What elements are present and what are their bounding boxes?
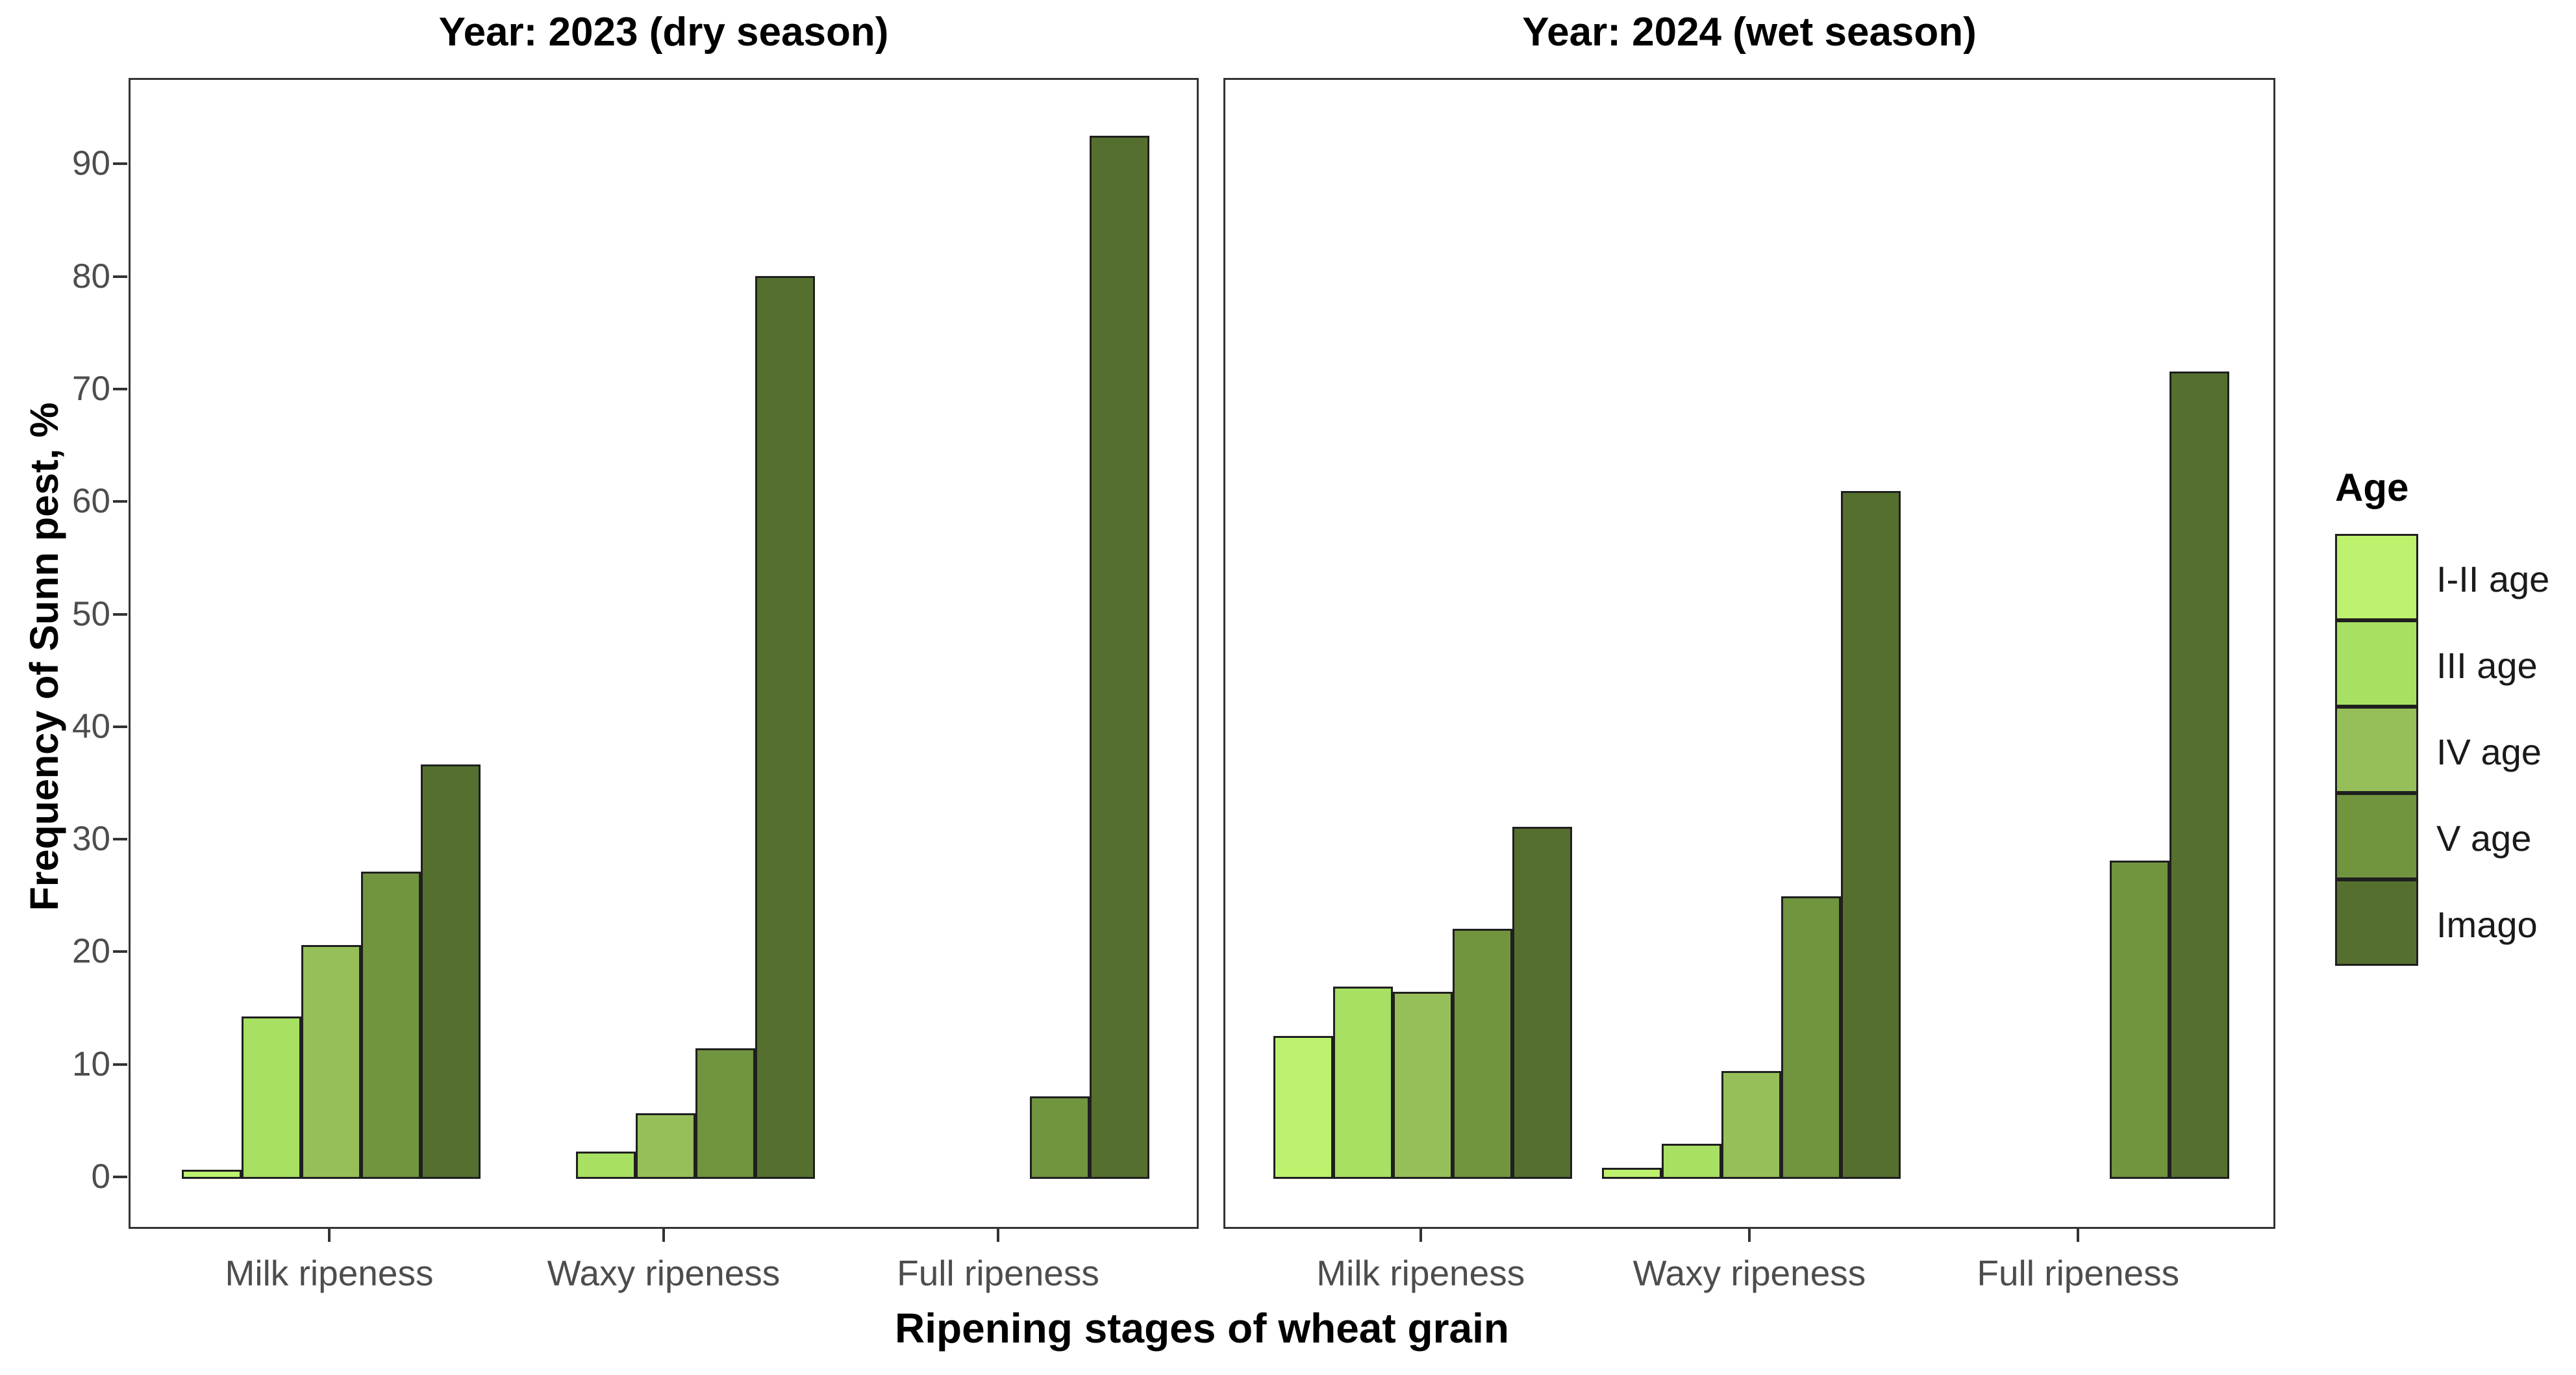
x-category-label-0-waxy-ripeness: Waxy ripeness [547,1253,781,1293]
bar-2023-full-ripeness-v-age [1030,1096,1090,1179]
legend-label-i-ii-age: I-II age [2436,559,2550,599]
bar-2023-waxy-ripeness-imago [755,276,815,1179]
legend-items: I-II age III age IV age V age Imago [2335,534,2575,968]
y-tick-mark-30 [113,838,127,841]
y-tick-label-40: 40 [72,707,110,746]
bar-2023-waxy-ripeness-v-age [695,1048,755,1179]
bar-2023-waxy-ripeness-iii-age [576,1152,636,1179]
legend-item-imago: Imago [2335,879,2575,968]
x-tick-mark-0-full-ripeness [997,1229,999,1242]
y-tick-mark-40 [113,725,127,728]
y-tick-label-30: 30 [72,820,110,859]
x-tick-mark-1-full-ripeness [2077,1229,2080,1242]
bar-2024-waxy-ripeness-iv-age [1721,1070,1781,1179]
y-tick-label-0: 0 [91,1157,110,1196]
bar-2024-waxy-ripeness-i-ii-age [1602,1167,1662,1179]
legend: Age I-II age III age IV age V age Imago [2335,465,2575,968]
y-tick-label-90: 90 [72,144,110,183]
legend-key-swatch-iv-age [2335,707,2418,793]
bar-2024-milk-ripeness-iv-age [1392,992,1453,1179]
y-tick-mark-70 [113,387,127,390]
legend-label-iii-age: III age [2436,645,2538,686]
x-axis-title: Ripening stages of wheat grain [895,1305,1509,1352]
y-tick-mark-90 [113,162,127,166]
bar-2024-waxy-ripeness-imago [1841,491,1901,1179]
y-tick-label-50: 50 [72,594,110,633]
legend-key-swatch-i-ii-age [2335,534,2418,620]
y-tick-label-10: 10 [72,1044,110,1083]
bar-2023-milk-ripeness-i-ii-age [182,1170,242,1179]
legend-label-imago: Imago [2436,904,2538,945]
x-category-label-0-milk-ripeness: Milk ripeness [225,1253,434,1293]
y-tick-mark-80 [113,275,127,278]
y-axis-title: Frequency of Sunn pest, % [22,402,66,911]
x-category-label-0-full-ripeness: Full ripeness [897,1253,1099,1293]
legend-item-v-age: V age [2335,793,2575,881]
legend-item-iv-age: IV age [2335,707,2575,795]
bar-2024-milk-ripeness-iii-age [1332,986,1393,1179]
legend-item-i-ii-age: I-II age [2335,534,2575,622]
legend-key-swatch-iii-age [2335,620,2418,707]
bar-2024-milk-ripeness-imago [1512,826,1572,1179]
legend-title: Age [2335,466,2409,509]
y-tick-label-20: 20 [72,932,110,971]
x-tick-mark-0-waxy-ripeness [662,1229,665,1242]
bar-2024-waxy-ripeness-iii-age [1662,1144,1721,1179]
legend-key-swatch-v-age [2335,793,2418,879]
x-tick-mark-1-waxy-ripeness [1748,1229,1751,1242]
bar-2023-milk-ripeness-iv-age [301,944,361,1179]
facet-panel-2023 [129,78,1199,1229]
y-tick-mark-20 [113,950,127,953]
bar-2024-full-ripeness-v-age [2110,860,2170,1179]
facet-title-2024: Year: 2024 (wet season) [1522,10,1977,55]
bar-2024-waxy-ripeness-v-age [1781,896,1841,1179]
bar-2024-milk-ripeness-v-age [1452,929,1512,1179]
bar-2024-full-ripeness-imago [2170,372,2230,1179]
bar-2023-waxy-ripeness-iv-age [636,1113,695,1179]
y-tick-label-60: 60 [72,482,110,521]
bar-2023-milk-ripeness-v-age [361,871,421,1179]
y-tick-mark-10 [113,1063,127,1066]
legend-item-iii-age: III age [2335,620,2575,709]
y-tick-mark-60 [113,500,127,503]
x-tick-mark-0-milk-ripeness [328,1229,331,1242]
y-tick-mark-0 [113,1176,127,1178]
y-tick-label-80: 80 [72,257,110,296]
x-category-label-1-full-ripeness: Full ripeness [1977,1253,2180,1293]
facet-title-2023: Year: 2023 (dry season) [438,10,889,55]
legend-label-v-age: V age [2436,818,2532,859]
y-tick-label-70: 70 [72,369,110,408]
legend-label-iv-age: IV age [2436,731,2542,772]
bar-2024-milk-ripeness-i-ii-age [1273,1035,1333,1179]
bar-2023-full-ripeness-imago [1090,135,1149,1179]
x-category-label-1-waxy-ripeness: Waxy ripeness [1632,1253,1866,1293]
x-category-label-1-milk-ripeness: Milk ripeness [1316,1253,1525,1293]
facet-panel-2024 [1223,78,2275,1229]
x-tick-mark-1-milk-ripeness [1419,1229,1422,1242]
bar-2023-milk-ripeness-iii-age [242,1016,301,1179]
y-tick-mark-50 [113,612,127,616]
legend-key-swatch-imago [2335,879,2418,966]
bar-2023-milk-ripeness-imago [421,764,481,1179]
